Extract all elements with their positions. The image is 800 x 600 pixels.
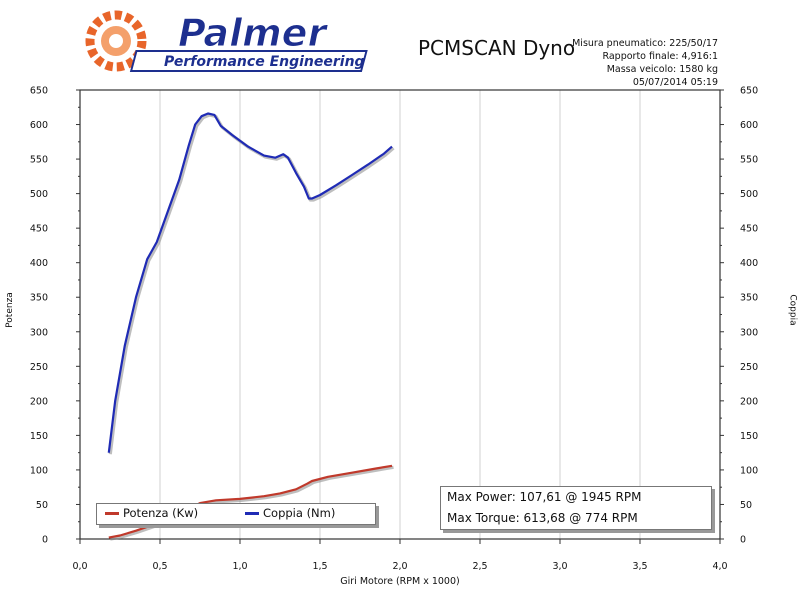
y-tick-label-right: 250 xyxy=(740,362,758,373)
x-tick-label: 2,5 xyxy=(472,561,487,572)
y-tick-label-right: 650 xyxy=(740,86,758,97)
power-line-shadow xyxy=(110,465,394,541)
y-tick-label-left: 650 xyxy=(30,86,48,97)
palmer-logo-graphic: Palmer Performance Engineering xyxy=(85,10,368,72)
legend-swatch-torque xyxy=(245,511,259,515)
x-tick-label: 0,0 xyxy=(72,561,87,572)
tire-size: Misura pneumatico: 225/50/17 xyxy=(572,38,718,49)
legend-item-torque: Coppia (Nm) xyxy=(245,506,335,520)
torque-line-shadow xyxy=(108,113,395,455)
logo-name: Palmer xyxy=(178,11,328,55)
palmer-logo: Palmer Performance Engineering xyxy=(78,8,408,78)
y-tick-label-left: 500 xyxy=(30,189,48,200)
y-tick-label-left: 600 xyxy=(30,120,48,131)
max-power-text: Max Power: 107,61 @ 1945 RPM xyxy=(447,490,642,504)
y-tick-label-left: 450 xyxy=(30,224,48,235)
y-axis-label-left: Potenza xyxy=(4,292,15,328)
legend-label-torque: Coppia (Nm) xyxy=(263,506,336,520)
x-tick-label: 4,0 xyxy=(712,561,727,572)
power-line xyxy=(108,464,393,539)
y-tick-label-left: 550 xyxy=(30,155,48,166)
torque-line xyxy=(107,112,393,453)
x-tick-label: 1,5 xyxy=(312,561,327,572)
vehicle-mass: Massa veicolo: 1580 kg xyxy=(606,64,718,75)
y-axis-label-right: Coppia xyxy=(787,294,798,326)
y-tick-label-right: 550 xyxy=(740,155,758,166)
y-tick-label-right: 100 xyxy=(740,465,758,476)
y-tick-label-right: 400 xyxy=(740,258,758,269)
y-tick-label-right: 50 xyxy=(740,500,752,511)
y-tick-label-right: 350 xyxy=(740,293,758,304)
logo-subtitle: Performance Engineering xyxy=(164,54,365,70)
y-tick-label-left: 400 xyxy=(30,258,48,269)
y-tick-label-right: 300 xyxy=(740,327,758,338)
legend-swatch-power xyxy=(105,511,119,515)
gear-icon xyxy=(85,10,147,72)
y-tick-label-left: 200 xyxy=(30,396,48,407)
y-tick-label-left: 300 xyxy=(30,327,48,338)
x-tick-label: 0,5 xyxy=(152,561,167,572)
x-axis-label: Giri Motore (RPM x 1000) xyxy=(340,576,460,587)
y-tick-label-left: 100 xyxy=(30,465,48,476)
x-tick-label: 3,5 xyxy=(632,561,647,572)
y-tick-label-right: 200 xyxy=(740,396,758,407)
y-tick-label-right: 500 xyxy=(740,189,758,200)
max-torque-text: Max Torque: 613,68 @ 774 RPM xyxy=(447,511,638,525)
app-title: PCMSCAN Dyno xyxy=(418,36,576,60)
x-tick-label: 3,0 xyxy=(552,561,567,572)
y-tick-label-left: 350 xyxy=(30,293,48,304)
max-values-box: Max Power: 107,61 @ 1945 RPM Max Torque:… xyxy=(440,486,712,530)
y-tick-label-left: 50 xyxy=(36,500,48,511)
y-tick-label-left: 250 xyxy=(30,362,48,373)
legend-item-power: Potenza (Kw) xyxy=(105,506,198,520)
y-tick-label-right: 0 xyxy=(740,535,746,546)
y-tick-label-right: 150 xyxy=(740,431,758,442)
legend-label-power: Potenza (Kw) xyxy=(123,506,199,520)
y-tick-label-left: 150 xyxy=(30,431,48,442)
y-tick-label-right: 450 xyxy=(740,224,758,235)
y-tick-label-right: 600 xyxy=(740,120,758,131)
x-tick-label: 1,0 xyxy=(232,561,247,572)
chart-legend: Potenza (Kw) Coppia (Nm) xyxy=(96,503,376,525)
final-drive-ratio: Rapporto finale: 4,916:1 xyxy=(602,51,718,62)
vehicle-info: Misura pneumatico: 225/50/17 Rapporto fi… xyxy=(572,37,718,89)
x-tick-label: 2,0 xyxy=(392,561,407,572)
y-tick-label-left: 0 xyxy=(42,535,48,546)
timestamp: 05/07/2014 05:19 xyxy=(632,77,718,88)
